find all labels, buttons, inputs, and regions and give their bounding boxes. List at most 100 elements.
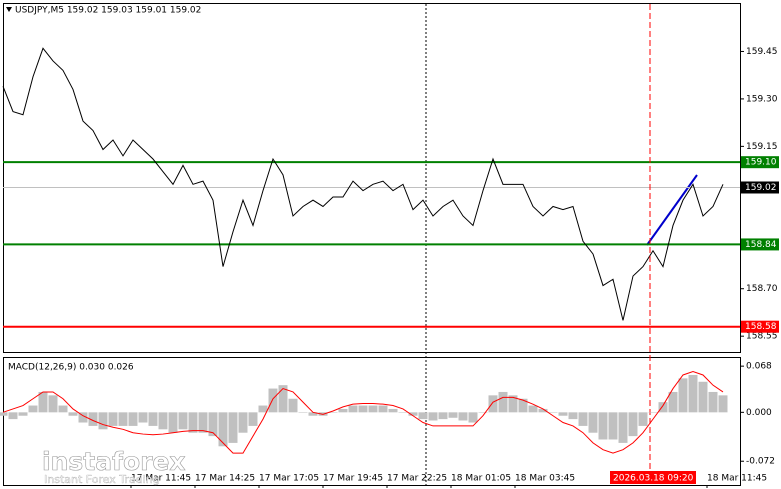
histogram-bar [658, 402, 668, 413]
histogram-bar [628, 412, 638, 437]
histogram-bar [118, 412, 128, 426]
y-tick-label: 159.15 [746, 142, 778, 152]
chart-title: USDJPY,M5 159.02 159.03 159.01 159.02 [15, 6, 201, 16]
y-tick-label: 159.30 [746, 94, 778, 104]
histogram-bar [688, 374, 698, 413]
y-tick-label: 159.45 [746, 47, 778, 57]
histogram-bar [378, 405, 388, 413]
histogram-bar [258, 405, 268, 413]
histogram-bar [638, 412, 648, 426]
histogram-bar [648, 412, 658, 413]
last-price-box [741, 181, 779, 194]
histogram-bar [88, 412, 98, 426]
histogram-bar [208, 412, 218, 437]
histogram-bar [498, 391, 508, 413]
histogram-bar [428, 412, 438, 421]
histogram-bar [278, 385, 288, 413]
histogram-bar [8, 412, 18, 420]
x-tick-label: 17 Mar 14:25 [195, 474, 255, 484]
y-tick-label: 158.55 [746, 332, 778, 342]
histogram-bar [128, 412, 138, 426]
histogram-bar [198, 412, 208, 433]
histogram-bar [578, 412, 588, 426]
price-line [2, 47, 724, 321]
macd-panel [3, 357, 741, 486]
histogram-bar [268, 388, 278, 413]
cursor-label: 2026.03.18 09:20 [613, 474, 694, 484]
histogram-bar [308, 412, 318, 416]
histogram-bar [418, 412, 428, 420]
histogram-bar [598, 412, 608, 440]
histogram-bar [98, 412, 108, 430]
histogram-bar [588, 412, 598, 433]
histogram-bar [468, 412, 478, 423]
histogram-bar [18, 412, 28, 416]
logo-name: instaforex [42, 447, 186, 476]
x-tick-label: 17 Mar 19:45 [323, 474, 383, 484]
histogram-bar [478, 412, 488, 413]
histogram-bar [328, 412, 338, 413]
level-box [741, 320, 779, 333]
logo-icon [9, 448, 39, 478]
histogram-bar [518, 398, 528, 413]
histogram-bar [228, 412, 238, 443]
histogram-bar [68, 412, 78, 416]
histogram-bar [78, 412, 88, 423]
histogram-bar [558, 412, 568, 416]
histogram-bar [338, 408, 348, 413]
histogram-bar [618, 412, 628, 443]
histogram-bar [568, 412, 578, 420]
x-tick-label: 18 Mar 03:45 [515, 474, 575, 484]
histogram-bar [38, 391, 48, 413]
level-label: 158.84 [745, 240, 777, 250]
histogram-bar [398, 412, 408, 413]
macd-title: MACD(12,26,9) 0.030 0.026 [8, 363, 134, 373]
histogram-bar [388, 408, 398, 413]
histogram-bar [348, 405, 358, 413]
histogram-bar [438, 412, 448, 420]
histogram-bar [488, 395, 498, 413]
histogram-bar [678, 378, 688, 413]
histogram-bar [448, 412, 458, 418]
x-tick-label: 17 Mar 22:25 [387, 474, 447, 484]
y-tick-label: -0.072 [746, 457, 775, 467]
x-tick-label: 17 Mar 11:45 [131, 474, 191, 484]
histogram-bar [158, 412, 168, 430]
histogram-bar [548, 412, 558, 413]
histogram-bar [668, 391, 678, 413]
histogram-bar [288, 398, 298, 413]
signal-line [2, 371, 724, 454]
histogram-bar [178, 412, 188, 430]
histogram-bar [28, 405, 38, 413]
title-icon [6, 7, 12, 12]
cursor-box [610, 471, 696, 484]
y-tick-label: 0.068 [746, 362, 772, 372]
x-tick-label: 17 Mar 17:05 [259, 474, 319, 484]
y-tick-label: 0.000 [746, 408, 772, 418]
logo: instaforex Instant Forex Trading [9, 447, 186, 486]
logo-tagline: Instant Forex Trading [44, 473, 160, 486]
main-panel [3, 3, 741, 353]
level-box [741, 156, 779, 169]
histogram-bar [458, 412, 468, 421]
histogram-bar [608, 412, 618, 440]
histogram-bar [698, 381, 708, 413]
histogram-bar [58, 405, 68, 413]
histogram-bar [138, 412, 148, 423]
histogram-bar [368, 405, 378, 413]
histogram-bar [148, 412, 158, 426]
histogram-bar [48, 395, 58, 413]
histogram-bar [238, 412, 248, 433]
histogram-bar [508, 395, 518, 413]
histogram-bar [108, 412, 118, 426]
level-box [741, 238, 779, 251]
histogram-bar [538, 408, 548, 413]
trend-line [646, 174, 698, 246]
histogram-bar [718, 395, 728, 413]
level-label: 159.10 [745, 158, 777, 168]
histogram-bar [0, 412, 8, 416]
histogram-bar [528, 405, 538, 413]
histogram-bar [298, 412, 308, 413]
histogram-bar [248, 412, 258, 426]
histogram-bar [168, 412, 178, 433]
